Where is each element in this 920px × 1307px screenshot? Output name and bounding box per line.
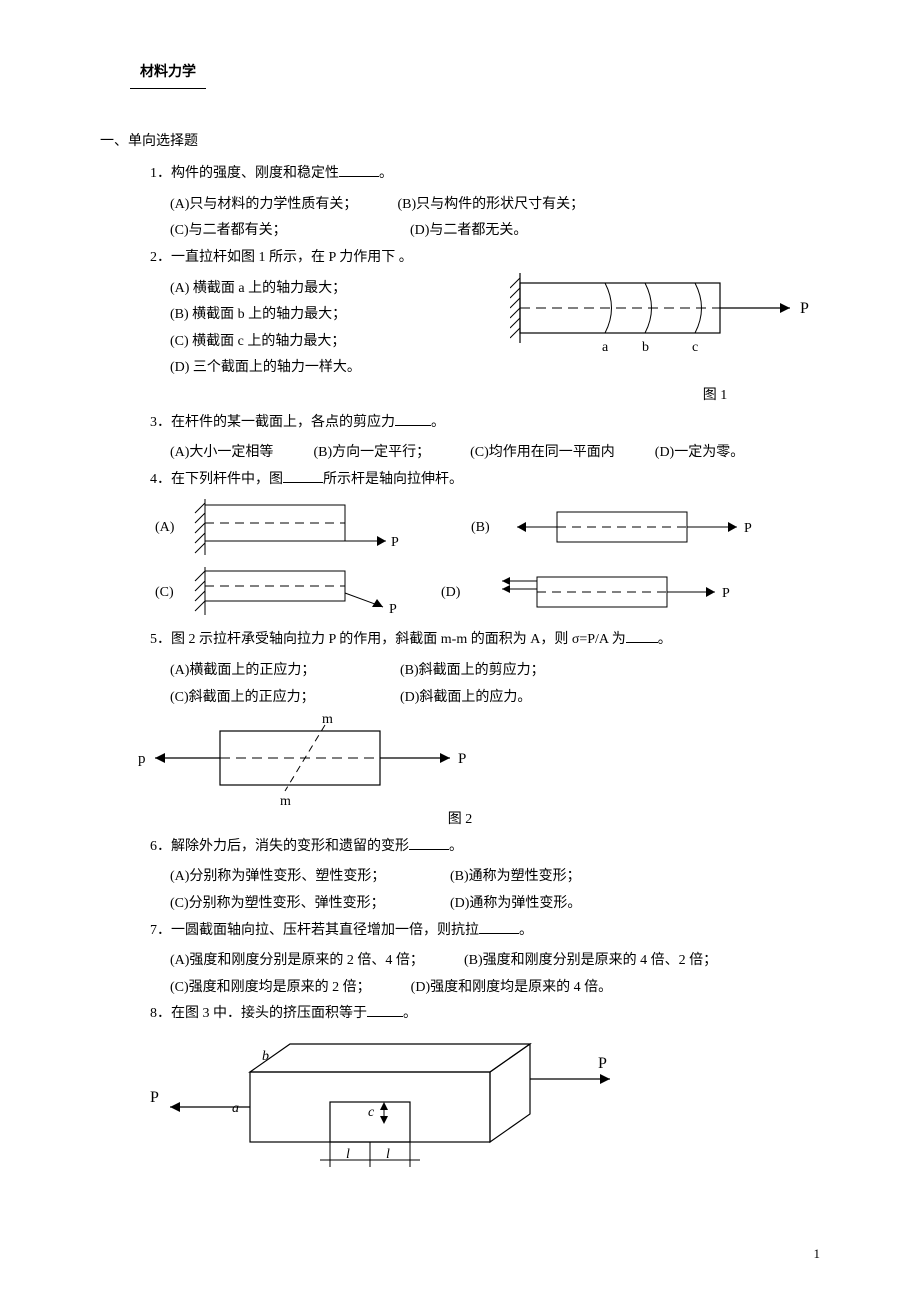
- blank: [626, 628, 658, 643]
- svg-text:a: a: [232, 1101, 239, 1116]
- svg-text:P: P: [458, 751, 466, 767]
- page-number: 1: [100, 1242, 820, 1267]
- q4-opt-d: (D): [441, 580, 477, 607]
- q7-opt-c: (C)强度和刚度均是原来的 2 倍；: [170, 975, 371, 1002]
- svg-text:p: p: [138, 751, 146, 767]
- q5-opt-c: (C)斜截面上的正应力；: [170, 685, 360, 712]
- svg-text:b: b: [262, 1049, 269, 1064]
- q3-options: (A)大小一定相等 (B)方向一定平行； (C)均作用在同一平面内 (D)一定为…: [170, 440, 820, 467]
- q7-opt-a: (A)强度和刚度分别是原来的 2 倍、4 倍；: [170, 948, 424, 975]
- svg-text:m: m: [322, 712, 333, 727]
- q1-opt-a: (A)只与材料的力学性质有关；: [170, 192, 357, 219]
- fig2-caption: 图 2: [100, 807, 820, 834]
- q5-opt-b: (B)斜截面上的剪应力；: [400, 658, 545, 685]
- fig1-label-a: a: [602, 340, 609, 355]
- title: 材料力学: [130, 60, 206, 89]
- svg-text:c: c: [368, 1105, 375, 1120]
- blank: [339, 162, 379, 177]
- fig1-label-P: P: [800, 300, 809, 317]
- q7-opt-d: (D)强度和刚度均是原来的 4 倍。: [411, 975, 612, 1002]
- q4-row1: (A) P (B) P: [155, 497, 820, 559]
- blank: [409, 835, 449, 850]
- q4-fig-b: P: [507, 506, 757, 550]
- q6-opt-a: (A)分别称为弹性变形、塑性变形；: [170, 864, 410, 891]
- q6-stem: 6．解除外力后，消失的变形和遗留的变形。: [150, 834, 820, 861]
- q2-stem: 2．一直拉杆如图 1 所示，在 P 力作用下 。: [150, 245, 510, 272]
- fig1-caption: 图 1: [610, 383, 820, 410]
- q7-stem: 7．一圆截面轴向拉、压杆若其直径增加一倍，则抗拉。: [150, 918, 820, 945]
- q6-options: (A)分别称为弹性变形、塑性变形； (B)通称为塑性变形； (C)分别称为塑性变…: [170, 864, 820, 917]
- q4-opt-b: (B): [471, 515, 507, 542]
- q5-options: (A)横截面上的正应力； (B)斜截面上的剪应力； (C)斜截面上的正应力； (…: [170, 658, 820, 711]
- svg-text:P: P: [722, 586, 730, 601]
- q1-opt-c: (C)与二者都有关；: [170, 218, 370, 245]
- q1-opt-d: (D)与二者都无关。: [410, 218, 527, 245]
- q5-opt-d: (D)斜截面上的应力。: [400, 685, 531, 712]
- fig1-svg: P a b c: [510, 263, 820, 383]
- svg-text:P: P: [389, 602, 397, 617]
- q3-opt-a: (A)大小一定相等: [170, 440, 273, 467]
- q4-stem: 4．在下列杆件中，图所示杆是轴向拉伸杆。: [150, 467, 820, 494]
- q3-stem: 3．在杆件的某一截面上，各点的剪应力。: [150, 410, 820, 437]
- blank: [479, 919, 519, 934]
- blank: [283, 468, 323, 483]
- q3-opt-d: (D)一定为零。: [655, 440, 744, 467]
- svg-text:P: P: [391, 535, 399, 550]
- q1-stem: 1．构件的强度、刚度和稳定性。: [150, 161, 820, 188]
- q4-fig-a: P: [191, 497, 401, 559]
- q2-opt-d: (D) 三个截面上的轴力一样大。: [170, 355, 510, 382]
- figure-1: P a b c 图 1: [510, 263, 820, 410]
- figure-3: c a b l l P P: [100, 1032, 820, 1182]
- q4-opt-a: (A): [155, 515, 191, 542]
- figure-2: m m p P 图 2: [100, 711, 820, 834]
- q2-options: (A) 横截面 a 上的轴力最大； (B) 横截面 b 上的轴力最大； (C) …: [170, 276, 510, 382]
- q4-fig-c: P: [191, 565, 401, 621]
- q4-row2: (C) P (D) P: [155, 565, 820, 621]
- q2-opt-c: (C) 横截面 c 上的轴力最大；: [170, 329, 510, 356]
- q8-stem: 8．在图 3 中．接头的挤压面积等于。: [150, 1001, 820, 1028]
- svg-text:m: m: [280, 794, 291, 809]
- q5-stem: 5．图 2 示拉杆承受轴向拉力 P 的作用，斜截面 m-m 的面积为 A，则 σ…: [150, 627, 820, 654]
- q2-opt-a: (A) 横截面 a 上的轴力最大；: [170, 276, 510, 303]
- q6-opt-d: (D)通称为弹性变形。: [450, 891, 581, 918]
- fig1-label-c: c: [692, 340, 698, 355]
- q4-opt-c: (C): [155, 580, 191, 607]
- fig2-svg: m m p P: [100, 711, 500, 811]
- q3-opt-b: (B)方向一定平行；: [313, 440, 430, 467]
- svg-text:P: P: [598, 1055, 607, 1072]
- q3-opt-c: (C)均作用在同一平面内: [470, 440, 615, 467]
- svg-text:l: l: [346, 1147, 350, 1162]
- q1-opt-b: (B)只与构件的形状尺寸有关；: [397, 192, 584, 219]
- q6-opt-b: (B)通称为塑性变形；: [450, 864, 581, 891]
- svg-text:P: P: [150, 1089, 159, 1106]
- q5-opt-a: (A)横截面上的正应力；: [170, 658, 360, 685]
- blank: [395, 411, 431, 426]
- q7-opt-b: (B)强度和刚度分别是原来的 4 倍、2 倍；: [464, 948, 717, 975]
- svg-text:l: l: [386, 1147, 390, 1162]
- q2-opt-b: (B) 横截面 b 上的轴力最大；: [170, 302, 510, 329]
- q7-options: (A)强度和刚度分别是原来的 2 倍、4 倍； (B)强度和刚度分别是原来的 4…: [170, 948, 820, 1001]
- svg-text:P: P: [744, 521, 752, 536]
- section-heading: 一、单向选择题: [100, 129, 820, 156]
- fig3-svg: c a b l l P P: [100, 1032, 660, 1182]
- fig1-label-b: b: [642, 340, 649, 355]
- q4-fig-d: P: [477, 571, 737, 615]
- blank: [367, 1002, 403, 1017]
- q1-options: (A)只与材料的力学性质有关； (B)只与构件的形状尺寸有关； (C)与二者都有…: [170, 192, 820, 245]
- q6-opt-c: (C)分别称为塑性变形、弹性变形；: [170, 891, 410, 918]
